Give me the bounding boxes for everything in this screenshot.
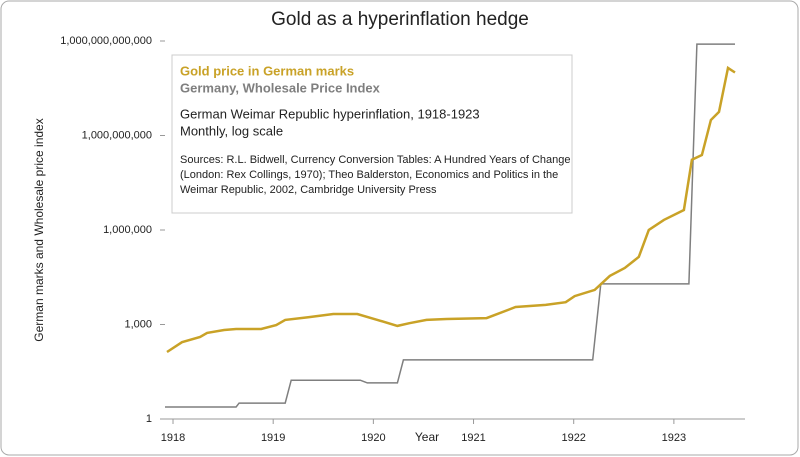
x-tick-label: 1918 [161, 432, 185, 444]
source: Sources: R.L. Bidwell, Currency Conversi… [180, 154, 571, 166]
y-tick-label: 1 [146, 413, 152, 425]
chart-title: Gold as a hyperinflation hedge [271, 9, 529, 30]
legend-entry: Germany, Wholesale Price Index [180, 80, 381, 95]
x-tick-label: 1919 [261, 432, 285, 444]
source: (London: Rex Collings, 1970); Theo Balde… [180, 169, 558, 181]
series-line [165, 43, 735, 408]
y-tick-label: 1,000,000,000 [82, 129, 152, 141]
x-tick-label: 1921 [461, 432, 485, 444]
legend-box [171, 54, 573, 214]
note: German Weimar Republic hyperinflation, 1… [180, 106, 480, 121]
y-tick-label: 1,000,000,000,000 [60, 35, 152, 47]
x-tick-label: 1920 [361, 432, 385, 444]
x-axis-label: Year [415, 430, 439, 444]
series-line [166, 65, 736, 354]
y-axis-label: German marks and Wholesale price index [32, 118, 46, 341]
y-tick-label: 1,000 [124, 318, 152, 330]
source: Weimar Republic, 2002, Cambridge Univers… [180, 184, 437, 196]
note: Monthly, log scale [180, 123, 283, 138]
x-tick-label: 1923 [662, 432, 686, 444]
y-tick-label: 1,000,000 [103, 224, 152, 236]
legend-entry: Gold price in German marks [180, 63, 354, 78]
x-tick-label: 1922 [561, 432, 585, 444]
